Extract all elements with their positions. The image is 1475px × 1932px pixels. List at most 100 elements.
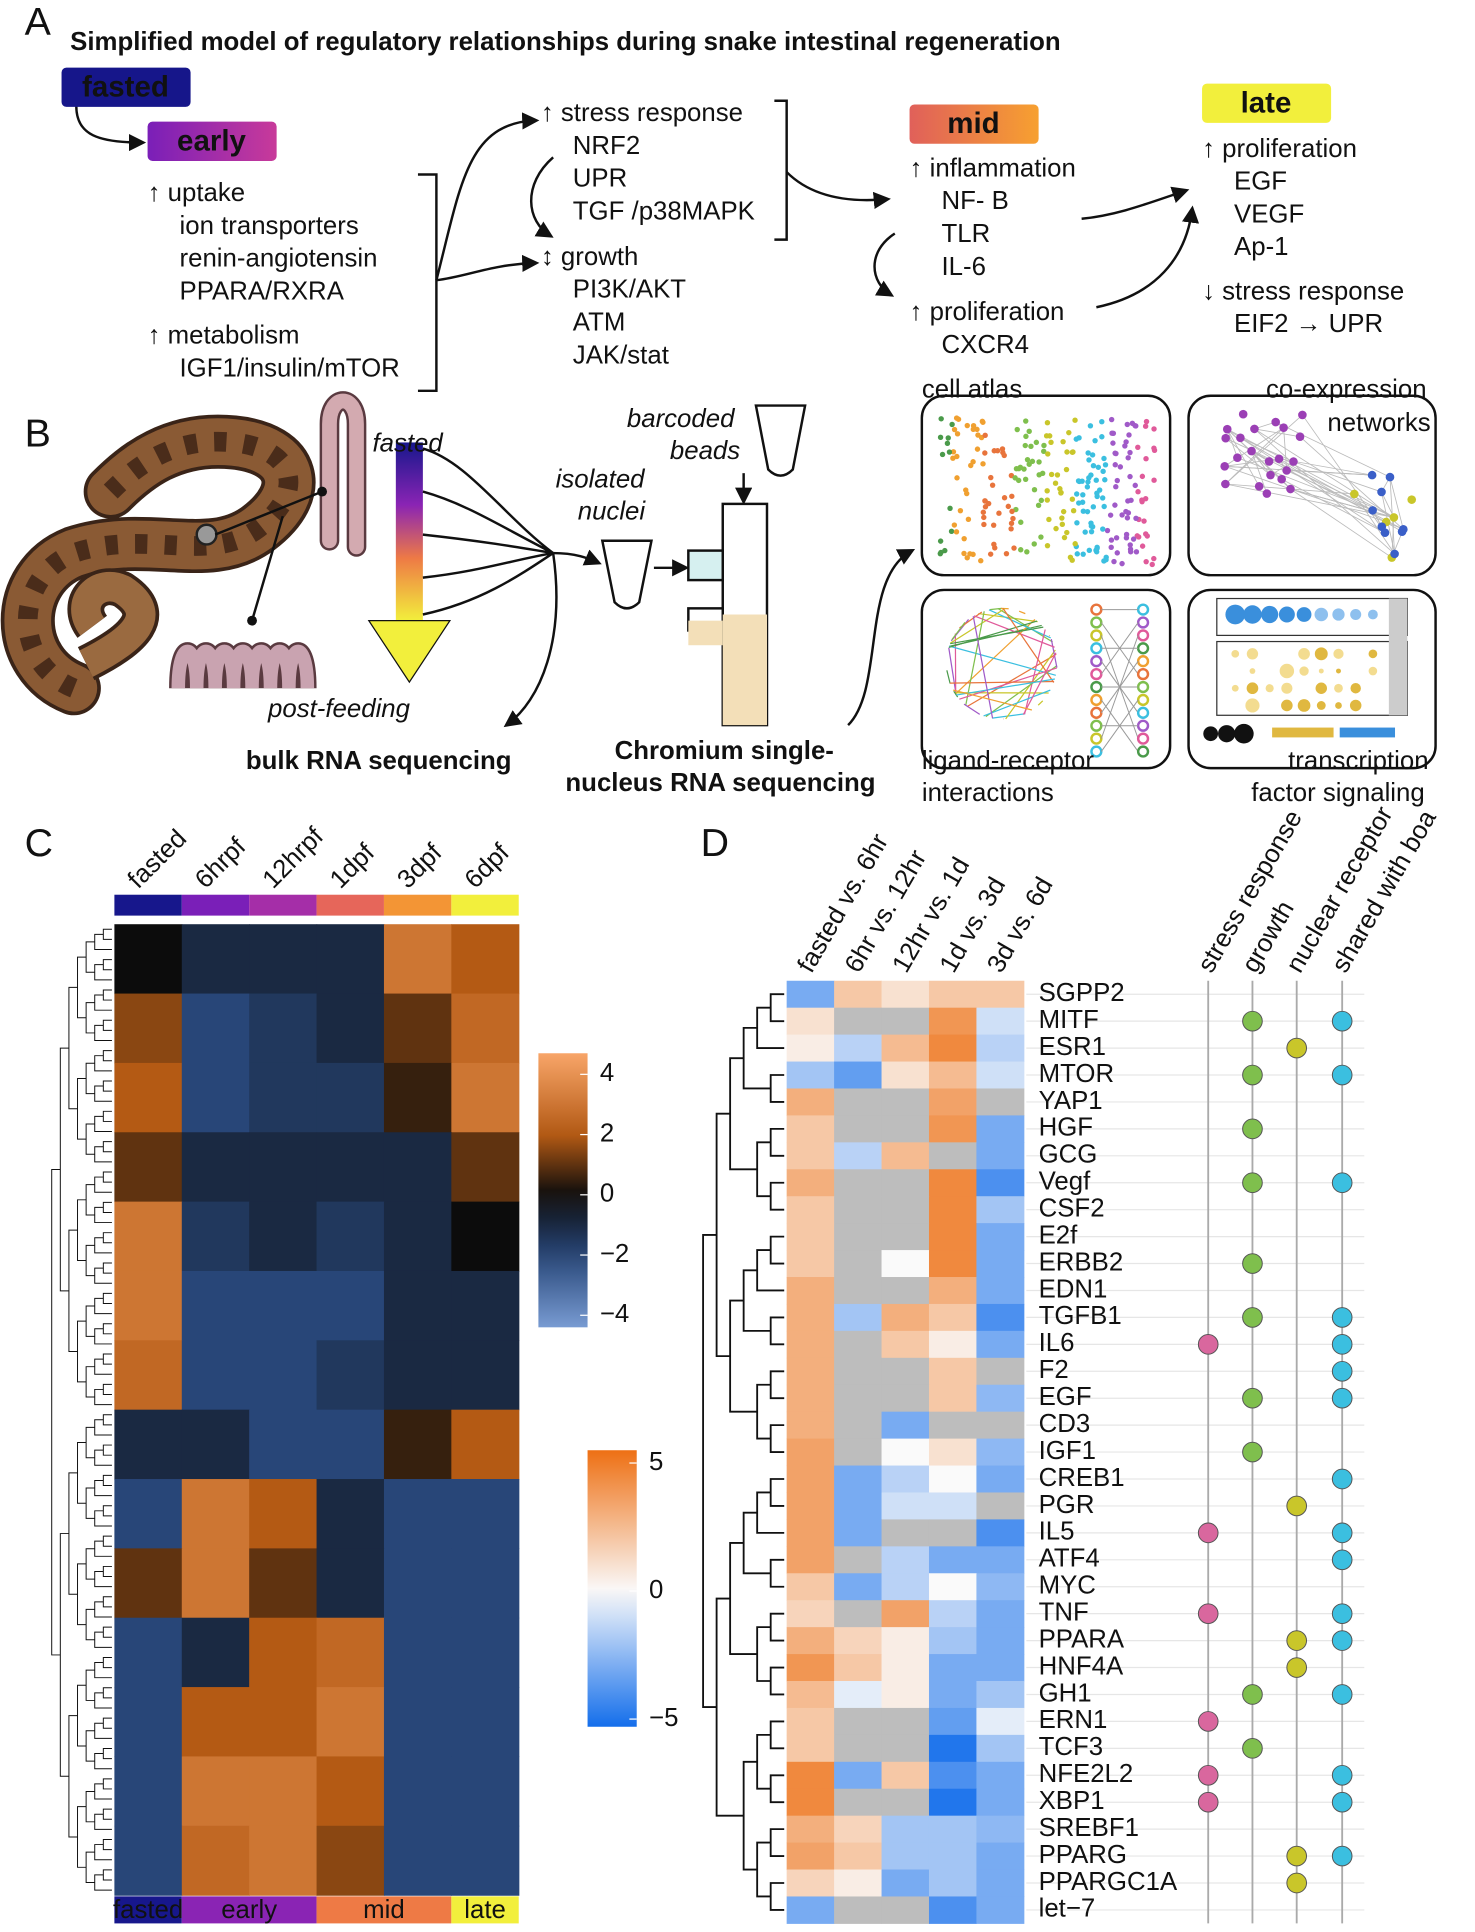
cell-dot (954, 453, 960, 460)
heatmap-cell (114, 1687, 183, 1758)
heatmap-cell (976, 1115, 1025, 1143)
dendrogram (102, 1505, 112, 1517)
lr-node (1136, 706, 1150, 719)
annotation-dot (1197, 1711, 1219, 1732)
heatmap-cell (181, 1132, 250, 1203)
heatmap-cell (316, 1825, 385, 1896)
cell-dot (1045, 451, 1051, 457)
cell-dot (1085, 479, 1091, 485)
tf-dot (1368, 649, 1378, 659)
annotation-dot (1331, 1307, 1353, 1328)
dendrogram (102, 959, 112, 971)
heatmap-cell (928, 1627, 977, 1655)
heatmap-cell (249, 1548, 318, 1619)
cell-dot (1102, 462, 1109, 468)
cell-dot (1086, 547, 1093, 553)
heatmap-cell (786, 1815, 835, 1844)
network-edge (1227, 428, 1395, 518)
cell-dot (979, 418, 986, 425)
heatmap-cell (976, 1492, 1025, 1520)
heatmap-cell (786, 1546, 835, 1574)
heatmap-cell (976, 1761, 1025, 1790)
cell-dot (1127, 542, 1133, 548)
network-node (1385, 472, 1395, 482)
heatmap-cell (114, 1409, 183, 1480)
heatmap-cell (786, 1627, 835, 1655)
lr-edge (950, 626, 1044, 645)
annotation-dot (1197, 1764, 1219, 1786)
heatmap-cell (881, 1492, 930, 1520)
beads-label: barcoded (627, 405, 736, 433)
dendrogram (769, 1828, 785, 1857)
cell-dot (1127, 549, 1134, 555)
cell-dot (1048, 471, 1055, 478)
network-node (1368, 506, 1377, 515)
heatmap-cell (383, 1687, 452, 1758)
regulator: EGF (1234, 168, 1287, 196)
heatmap-cell (928, 1734, 977, 1763)
regulator: TGF /p38MAPK (573, 198, 755, 226)
cell-dot (1080, 551, 1086, 557)
cell-dot (988, 474, 994, 481)
column-bar (383, 894, 452, 916)
heatmap-cell (976, 1357, 1025, 1386)
heatmap-cell (114, 1062, 183, 1133)
cell-dot (1143, 558, 1149, 565)
gene-label: PPARGC1A (1039, 1868, 1178, 1896)
annotation-dot (1331, 1334, 1353, 1355)
cell-dot (1090, 462, 1097, 469)
tf-dot (1367, 609, 1378, 620)
heatmap-cell (114, 1270, 183, 1341)
dendrogram (102, 1019, 112, 1031)
heatmap-cell (834, 1761, 883, 1790)
tf-dot (1281, 682, 1293, 694)
dendrogram (85, 1002, 95, 1034)
heatmap-cell (928, 1815, 977, 1844)
annotation-dot (1331, 1684, 1353, 1705)
cell-dot (1009, 508, 1015, 515)
regulator: CXCR4 (942, 331, 1029, 359)
heatmap-cell (834, 1142, 883, 1170)
gene-label: E2f (1039, 1221, 1079, 1249)
heatmap-cell (976, 1088, 1025, 1116)
cell-dot (1133, 549, 1140, 555)
cell-dot (965, 516, 972, 523)
cell-dot (1151, 445, 1157, 451)
heatmap-cell (451, 1825, 520, 1896)
heatmap-cell (881, 1761, 930, 1790)
cell-dot (961, 550, 967, 557)
heatmap-cell (316, 924, 385, 995)
annotation-dot (1197, 1334, 1219, 1355)
regulator: PI3K/AKT (573, 276, 687, 304)
heatmap-cell (786, 1384, 835, 1413)
heatmap-cell (834, 1654, 883, 1682)
heatmap-cell (834, 1384, 883, 1413)
heatmap-cell (181, 924, 250, 995)
cell-atlas-label: cell atlas (922, 376, 1022, 404)
dendrogram (102, 1383, 112, 1395)
heatmap-cell (181, 993, 250, 1064)
gene-label: MITF (1039, 1006, 1099, 1034)
heatmap-cell (928, 1465, 977, 1493)
cell-dot (951, 426, 958, 433)
cell-dot (1061, 534, 1068, 541)
annotation-dot (1242, 1738, 1263, 1759)
network-edge (1224, 465, 1387, 523)
heatmap-cell (114, 1825, 183, 1896)
block-heading: ↕ growth (541, 243, 639, 271)
heatmap-cell (249, 1201, 318, 1272)
gene-label: ERN1 (1039, 1706, 1108, 1734)
network-node (1389, 513, 1399, 522)
heatmap-cell (786, 1519, 835, 1547)
lr-edge (953, 690, 959, 698)
lr-edge (963, 703, 981, 715)
heatmap-cell (834, 1007, 883, 1036)
heatmap-cell (786, 980, 835, 1009)
heatmap-cell (786, 1169, 835, 1197)
regulator: NRF2 (573, 132, 640, 160)
flow-arrows (75, 99, 1200, 393)
gene-label: IGF1 (1039, 1437, 1096, 1465)
lr-edge (972, 616, 994, 719)
heatmap-cell (881, 1546, 930, 1574)
column-label: fasted (123, 824, 192, 893)
